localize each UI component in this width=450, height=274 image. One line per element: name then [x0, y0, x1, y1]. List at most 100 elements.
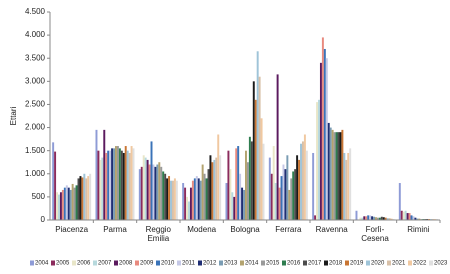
bar: [416, 218, 419, 220]
bar: [77, 178, 80, 220]
bar: [335, 132, 338, 220]
bar: [173, 178, 176, 220]
bar: [75, 185, 78, 220]
legend-label: 2023: [434, 261, 448, 267]
bar: [65, 185, 68, 220]
bar: [191, 180, 194, 220]
bar: [248, 136, 251, 220]
bar: [217, 134, 220, 220]
legend-swatch: [156, 260, 160, 266]
bar: [111, 148, 114, 220]
bar: [89, 173, 92, 220]
bar: [250, 141, 253, 220]
bar: [144, 157, 147, 220]
bar: [282, 164, 285, 220]
bar: [107, 150, 110, 220]
bar: [319, 62, 322, 220]
bar: [105, 152, 108, 220]
legend-swatch: [72, 260, 76, 266]
legend-swatch: [345, 260, 349, 266]
bar: [363, 216, 366, 220]
bar: [99, 159, 102, 220]
bar: [376, 217, 379, 220]
bar: [237, 146, 240, 220]
bar: [203, 173, 206, 220]
bar: [235, 148, 238, 220]
bar: [243, 189, 245, 220]
bar: [175, 180, 178, 220]
legend-swatch: [198, 260, 202, 266]
bar: [73, 187, 76, 220]
bar: [375, 217, 377, 220]
legend-label: 2011: [182, 261, 196, 267]
bar: [404, 210, 407, 220]
y-tick-label: 4.500: [25, 7, 46, 16]
legend-swatch: [261, 260, 265, 266]
bar: [209, 155, 212, 220]
bar: [373, 216, 375, 220]
bar: [359, 217, 362, 220]
bar: [325, 58, 328, 220]
bar: [272, 146, 275, 220]
bar: [130, 146, 133, 220]
bar: [331, 129, 334, 220]
bar: [246, 162, 249, 220]
bar: [225, 183, 228, 220]
y-axis-label: Ettari: [9, 106, 18, 125]
bar: [402, 211, 405, 220]
bar: [85, 178, 88, 220]
bar: [339, 132, 342, 220]
legend-label: 2017: [308, 261, 322, 267]
bar: [258, 76, 261, 220]
bar: [140, 166, 143, 220]
bar: [132, 148, 135, 220]
bar: [63, 187, 66, 220]
bar: [81, 177, 84, 220]
bar: [67, 187, 70, 220]
bar: [318, 99, 320, 220]
bar: [378, 217, 381, 220]
bar: [305, 150, 308, 220]
bar: [150, 141, 153, 220]
bar: [284, 169, 287, 220]
bar: [298, 159, 301, 220]
legend-label: 2019: [350, 261, 364, 267]
bar: [345, 159, 348, 220]
bar: [215, 157, 218, 220]
x-tick-label: Piacenza: [55, 225, 89, 234]
bar: [382, 217, 385, 220]
legend-swatch: [303, 260, 307, 266]
bar: [207, 169, 210, 220]
y-tick-label: 500: [32, 192, 46, 201]
bar: [52, 142, 55, 220]
bar: [148, 164, 151, 220]
bar: [369, 215, 372, 220]
legend-label: 2022: [413, 261, 427, 267]
x-tick-label: Rimini: [407, 225, 430, 234]
y-tick-label: 0: [41, 215, 46, 224]
bar: [168, 176, 171, 220]
bar: [349, 148, 352, 220]
bar: [116, 146, 119, 220]
legend-swatch: [51, 260, 55, 266]
bar: [406, 213, 409, 220]
bar: [276, 74, 279, 221]
bar: [162, 171, 165, 220]
bar: [146, 159, 149, 220]
y-tick-label: 2.000: [25, 123, 46, 132]
bar: [197, 178, 200, 220]
bar: [103, 129, 106, 220]
bar: [252, 81, 255, 220]
x-tick-label: Ferrara: [275, 225, 302, 234]
bar: [233, 196, 236, 220]
bar: [219, 155, 222, 220]
bar: [186, 196, 189, 220]
bar: [254, 99, 257, 220]
bar: [294, 169, 297, 220]
bar: [182, 183, 185, 220]
bar: [355, 210, 358, 220]
bar: [158, 162, 161, 220]
bar: [58, 194, 60, 220]
bar: [189, 187, 192, 220]
legend-swatch: [387, 260, 391, 266]
